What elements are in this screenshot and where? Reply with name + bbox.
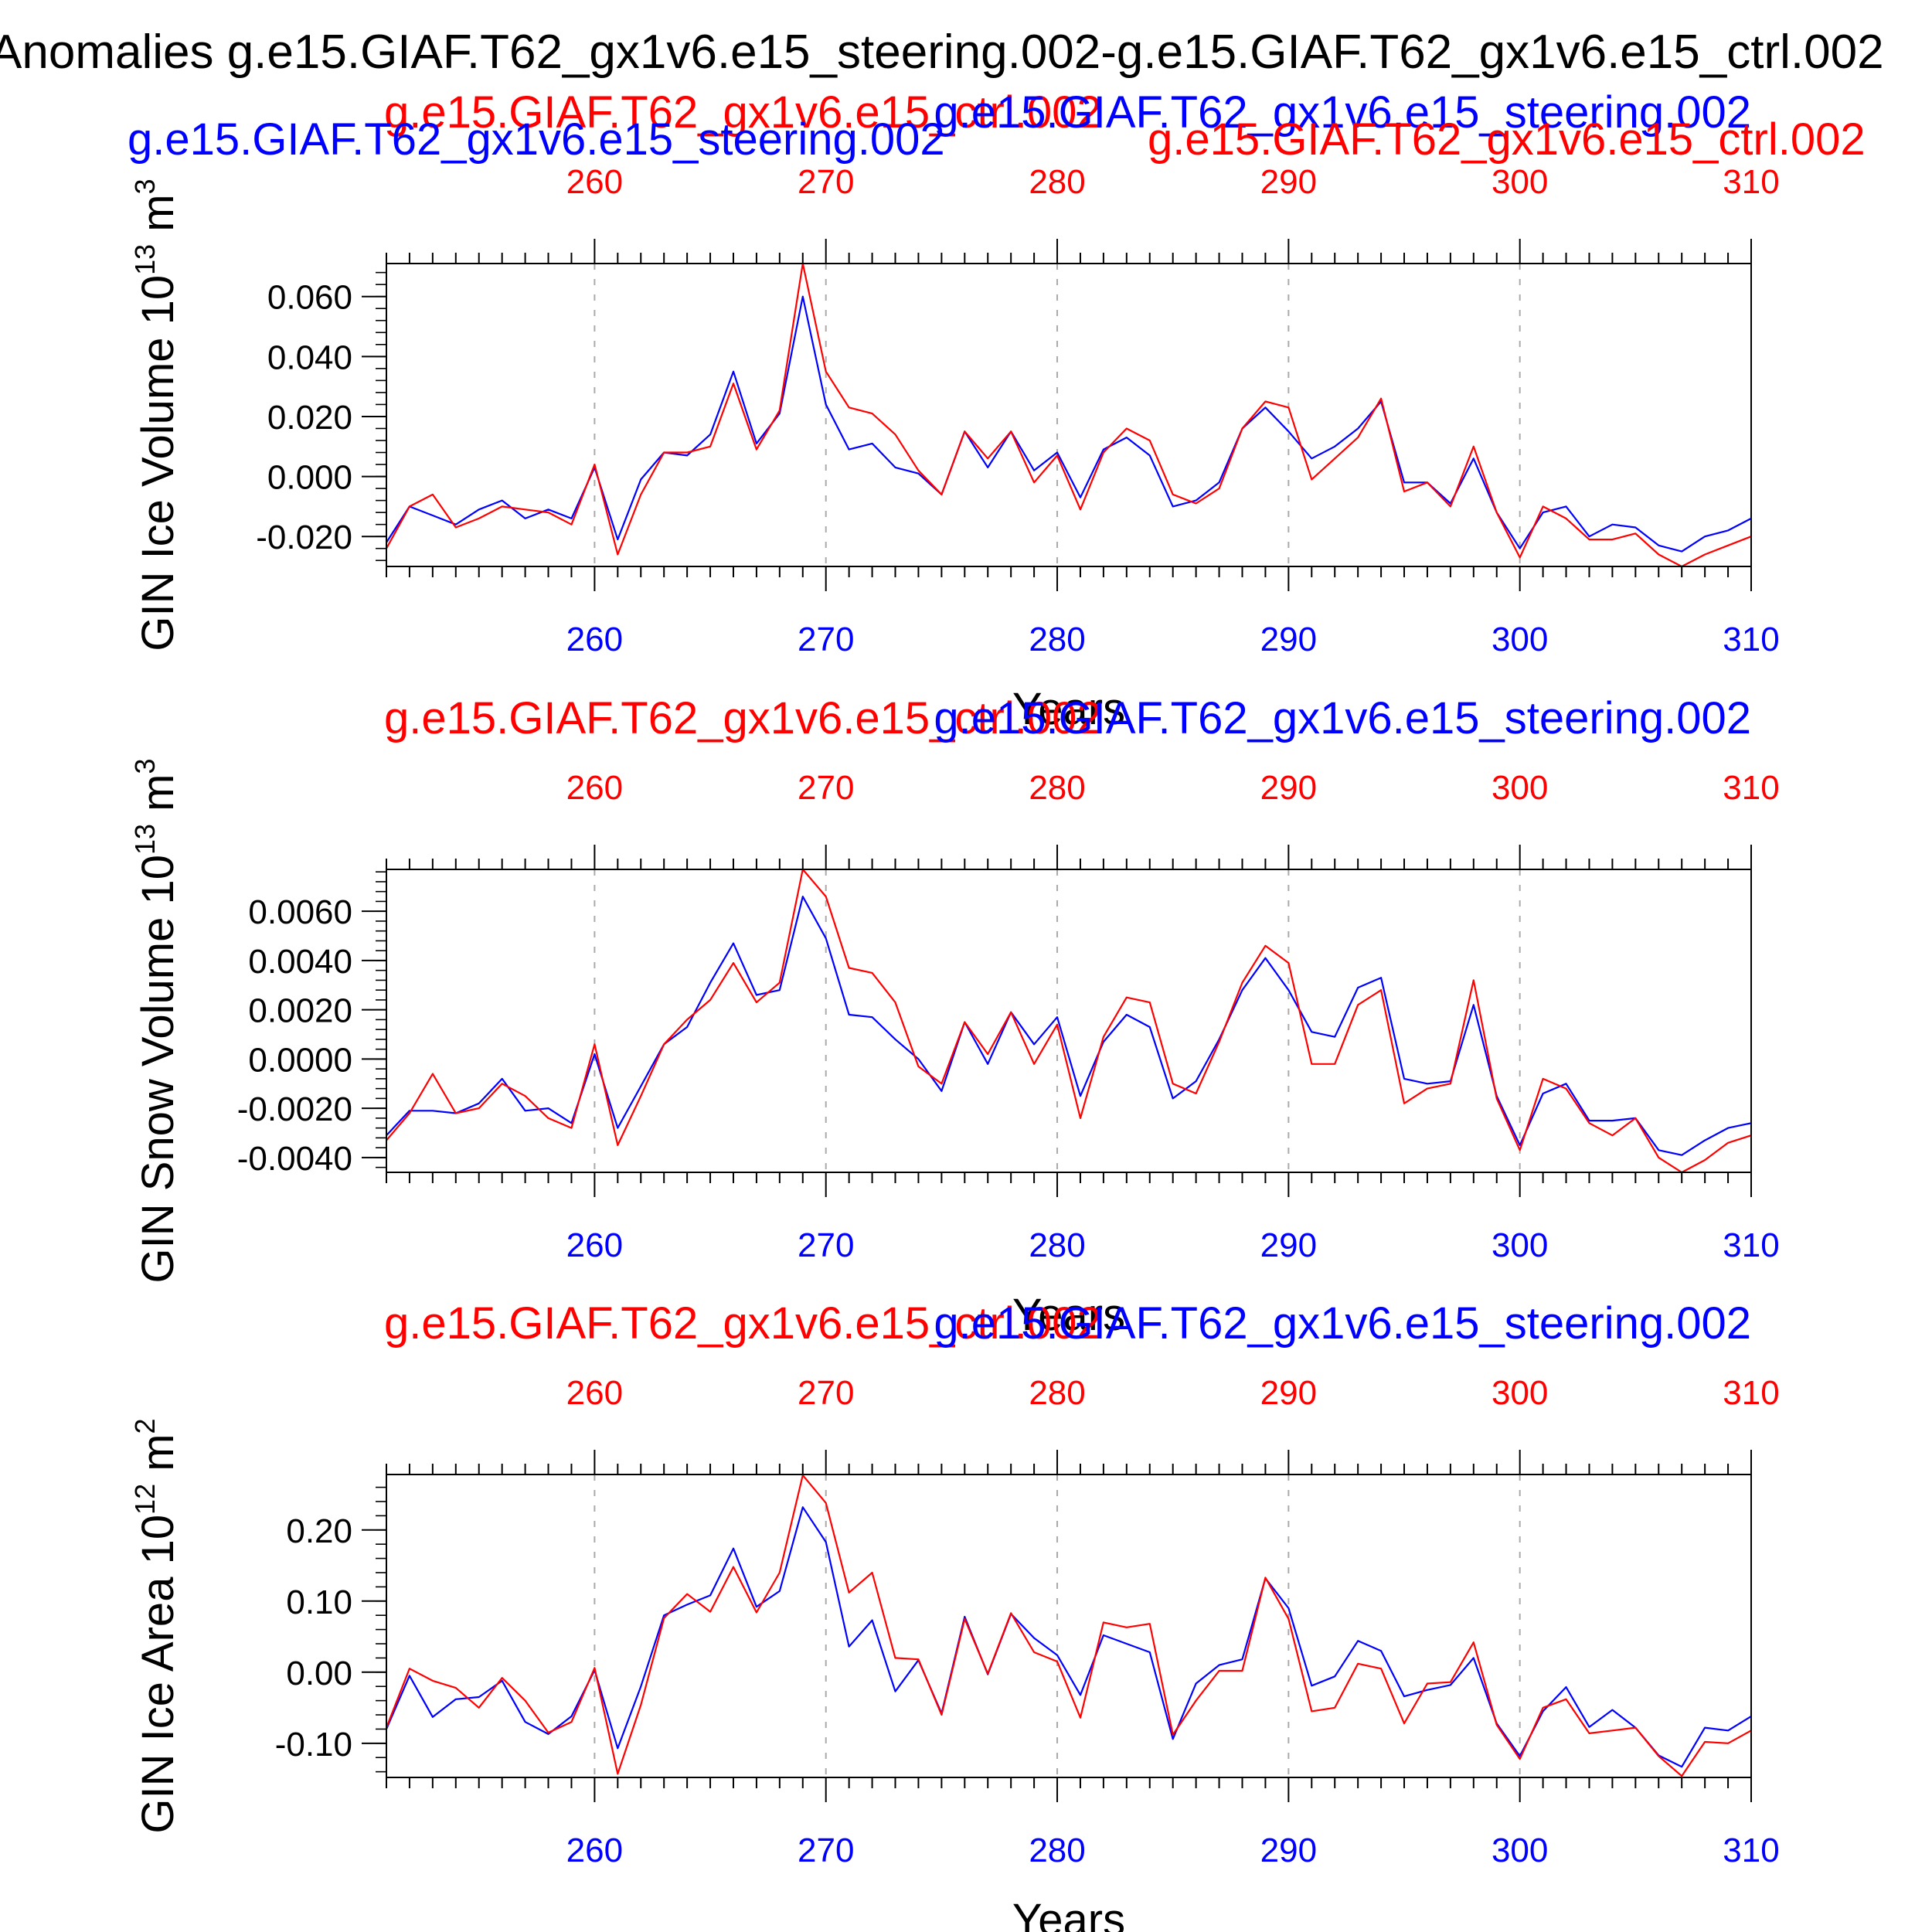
y-tick-label: -0.10 (275, 1726, 352, 1764)
series-line-ctrl (386, 868, 1752, 1174)
x-tick-label-top: 300 (1492, 769, 1548, 807)
plot-frame (386, 263, 1752, 567)
x-tick-label-bottom: 280 (1029, 1226, 1085, 1264)
y-tick-label: 0.0040 (248, 943, 352, 981)
x-tick-label-top: 280 (1029, 1374, 1085, 1412)
x-axis-label: Years (1012, 684, 1125, 734)
control-case-label: g.e15.GIAF.T62_gx1v6.e15_ctrl.002 (384, 693, 1102, 743)
y-tick-label: 0.060 (267, 279, 352, 317)
y-tick-label: 0.00 (286, 1655, 352, 1692)
x-tick-label-top: 300 (1492, 163, 1548, 201)
y-tick-label: -0.0040 (237, 1140, 352, 1178)
plot-frame (386, 869, 1752, 1173)
y-tick-label: -0.0020 (237, 1090, 352, 1128)
x-axis-label: Years (1012, 1290, 1125, 1340)
x-tick-label-top: 260 (566, 769, 623, 807)
control-case-label: g.e15.GIAF.T62_gx1v6.e15_ctrl.002 (384, 1298, 1102, 1349)
x-tick-label-bottom: 270 (798, 1226, 854, 1264)
x-tick-label-bottom: 290 (1260, 1832, 1317, 1869)
x-tick-label-bottom: 310 (1723, 1832, 1779, 1869)
x-tick-label-top: 310 (1723, 1374, 1779, 1412)
steering-case-label: g.e15.GIAF.T62_gx1v6.e15_steering.002 (934, 1298, 1751, 1349)
x-tick-label-bottom: 290 (1260, 621, 1317, 658)
x-tick-label-top: 300 (1492, 1374, 1548, 1412)
x-tick-label-top: 310 (1723, 163, 1779, 201)
control-case-label: g.e15.GIAF.T62_gx1v6.e15_ctrl.002 (384, 87, 1102, 138)
plot-frame (386, 1474, 1752, 1778)
x-tick-label-bottom: 290 (1260, 1226, 1317, 1264)
y-tick-label: 0.0060 (248, 893, 352, 931)
series-line-ctrl (386, 262, 1752, 568)
x-tick-label-bottom: 280 (1029, 1832, 1085, 1869)
x-tick-label-bottom: 300 (1492, 621, 1548, 658)
y-tick-label: 0.10 (286, 1583, 352, 1621)
chart-panel-1: -0.020 0.000 0.020 0.040 0.060 260 260 270 270 28… (128, 87, 1866, 734)
steering-case-label: g.e15.GIAF.T62_gx1v6.e15_steering.002 (934, 87, 1751, 138)
y-tick-label: 0.0000 (248, 1041, 352, 1079)
x-tick-label-top: 260 (566, 163, 623, 201)
x-tick-label-bottom: 270 (798, 1832, 854, 1869)
x-tick-label-top: 280 (1029, 163, 1085, 201)
x-tick-label-top: 290 (1260, 163, 1317, 201)
x-axis-label: Years (1012, 1895, 1125, 1932)
x-tick-label-top: 270 (798, 163, 854, 201)
y-tick-label: 0.000 (267, 459, 352, 497)
steering-case-label: g.e15.GIAF.T62_gx1v6.e15_steering.002 (934, 693, 1751, 743)
x-tick-label-bottom: 300 (1492, 1832, 1548, 1869)
x-tick-label-bottom: 270 (798, 621, 854, 658)
y-tick-label: 0.20 (286, 1512, 352, 1550)
y-tick-label: 0.020 (267, 399, 352, 437)
chart-panel-3: -0.10 0.00 0.10 0.20 260 260 270 270 280 280 290 29… (129, 1298, 1780, 1932)
x-tick-label-top: 290 (1260, 1374, 1317, 1412)
chart-panel-2: -0.0040 -0.0020 0.0000 0.0020 0.0040 0.0060 26… (129, 693, 1780, 1340)
y-axis-label: GIN Ice Volume 1013 m3 (129, 179, 183, 651)
x-tick-label-top: 270 (798, 769, 854, 807)
x-tick-label-bottom: 260 (566, 1832, 623, 1869)
y-tick-label: 0.0020 (248, 992, 352, 1030)
figure-title: Anomalies g.e15.GIAF.T62_gx1v6.e15_steer… (0, 26, 1884, 79)
panels: -0.020 0.000 0.020 0.040 0.060 260 260 270 270 28… (128, 87, 1866, 1932)
x-tick-label-top: 310 (1723, 769, 1779, 807)
control-case-label-right: g.e15.GIAF.T62_gx1v6.e15_ctrl.002 (1148, 114, 1866, 165)
x-tick-label-bottom: 310 (1723, 1226, 1779, 1264)
series-line-steering (386, 295, 1752, 553)
series-line-steering (386, 895, 1752, 1156)
x-tick-label-bottom: 310 (1723, 621, 1779, 658)
y-tick-label: 0.040 (267, 338, 352, 376)
x-tick-label-top: 270 (798, 1374, 854, 1412)
x-tick-label-top: 280 (1029, 769, 1085, 807)
x-tick-label-bottom: 300 (1492, 1226, 1548, 1264)
y-axis-label: GIN Ice Area 1012 m2 (129, 1418, 183, 1833)
y-axis-label: GIN Snow Volume 1013 m3 (129, 758, 183, 1283)
x-tick-label-top: 260 (566, 1374, 623, 1412)
x-tick-label-bottom: 260 (566, 1226, 623, 1264)
series-line-steering (385, 1506, 1752, 1768)
x-tick-label-top: 290 (1260, 769, 1317, 807)
series-line-ctrl (385, 1474, 1752, 1777)
x-tick-label-bottom: 280 (1029, 621, 1085, 658)
y-tick-label: -0.020 (256, 519, 352, 556)
x-tick-label-bottom: 260 (566, 621, 623, 658)
steering-case-label-left: g.e15.GIAF.T62_gx1v6.e15_steering.002 (128, 114, 945, 165)
